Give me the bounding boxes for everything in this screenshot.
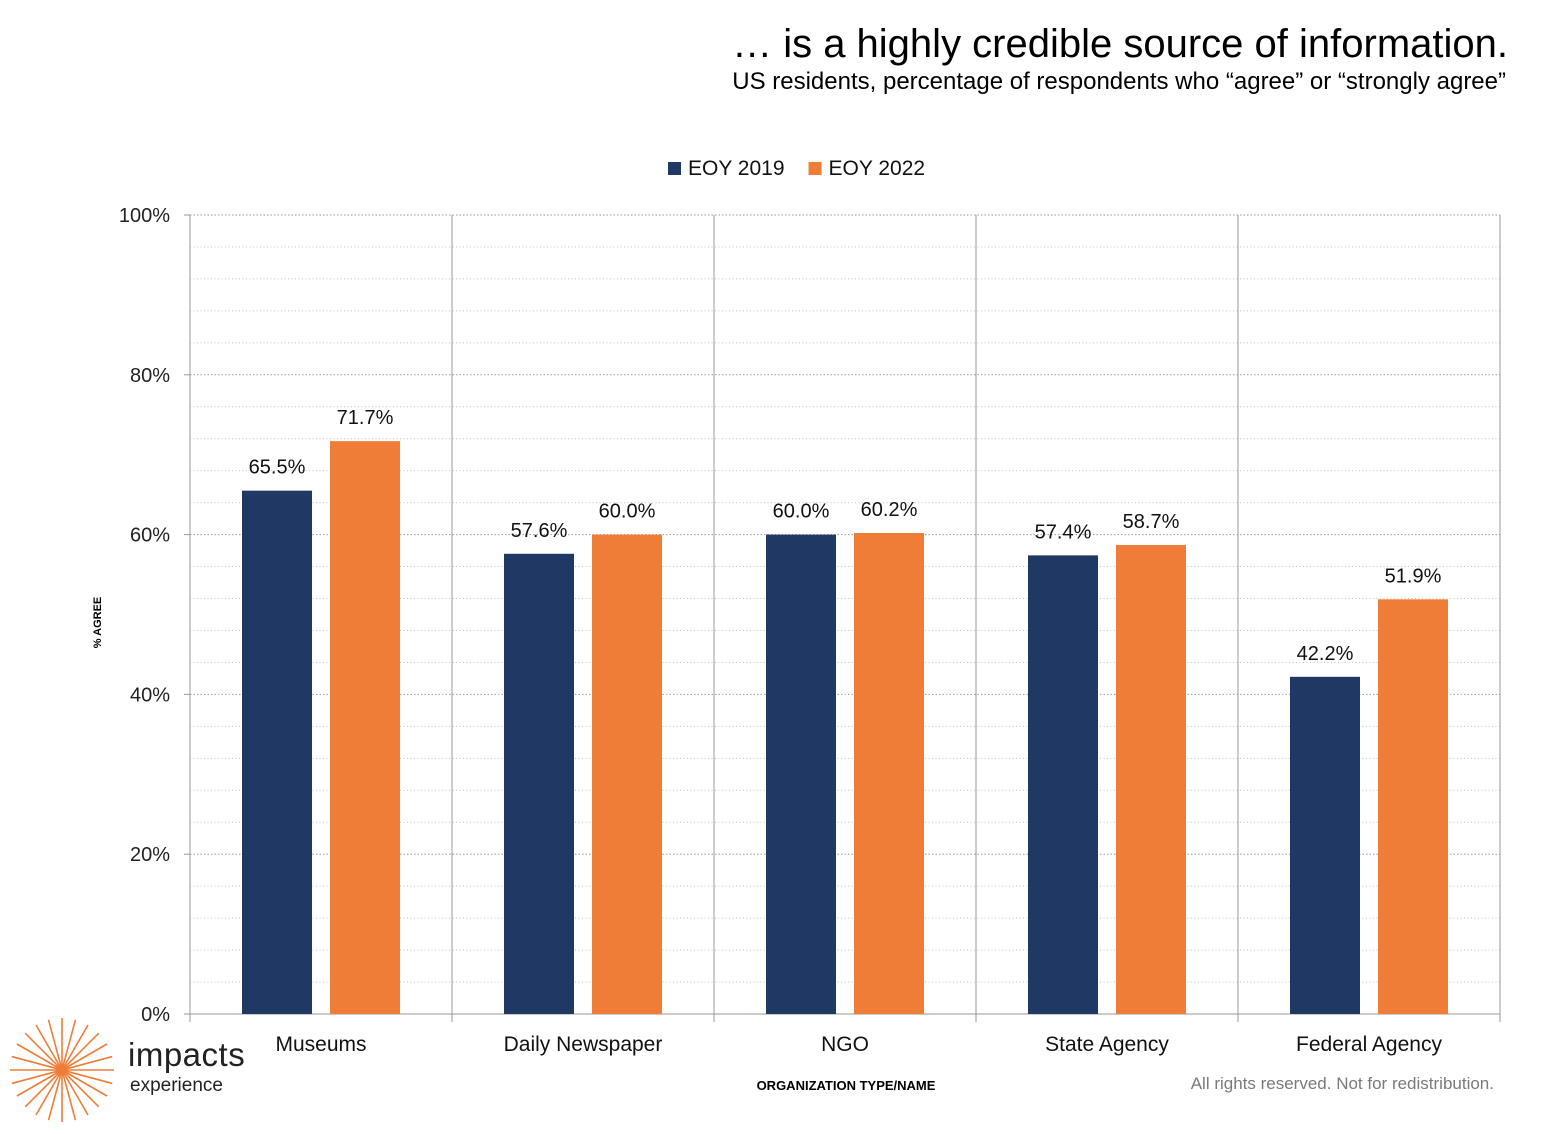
y-tick-label: 20% [130, 844, 170, 866]
legend-swatch [808, 162, 822, 175]
chart-subtitle: US residents, percentage of respondents … [732, 68, 1506, 95]
bar-eoy-2022 [854, 533, 924, 1014]
copyright-note: All rights reserved. Not for redistribut… [1190, 1074, 1494, 1093]
y-tick-label: 80% [130, 365, 170, 387]
x-tick-label: State Agency [1045, 1033, 1169, 1056]
y-axis-title: % AGREE [92, 597, 104, 649]
bar-eoy-2019 [766, 534, 836, 1014]
bar-eoy-2022 [330, 441, 400, 1014]
logo-wordmark: impacts [128, 1036, 246, 1073]
y-tick-label: 100% [119, 205, 170, 227]
data-label: 42.2% [1297, 643, 1354, 665]
data-label: 60.2% [861, 499, 918, 521]
legend-label: EOY 2022 [829, 157, 926, 180]
bar-eoy-2022 [1116, 544, 1186, 1014]
data-label: 60.0% [773, 501, 830, 523]
x-tick-label: Daily Newspaper [504, 1033, 663, 1056]
data-label: 60.0% [599, 501, 656, 523]
x-axis-title: ORGANIZATION TYPE/NAME [757, 1078, 936, 1093]
bar-eoy-2022 [592, 534, 662, 1014]
bar-eoy-2022 [1378, 599, 1448, 1014]
logo-subtitle: experience [130, 1075, 223, 1096]
legend-swatch [668, 162, 681, 175]
bar-eoy-2019 [1290, 676, 1360, 1014]
starburst-icon [10, 1018, 114, 1122]
data-label: 57.4% [1035, 521, 1092, 543]
y-tick-label: 0% [141, 1004, 170, 1026]
chart-title: … is a highly credible source of informa… [732, 22, 1508, 66]
y-tick-label: 40% [130, 684, 170, 706]
bar-eoy-2019 [242, 490, 312, 1014]
data-label: 51.9% [1385, 565, 1442, 587]
x-tick-label: Federal Agency [1296, 1033, 1442, 1056]
y-tick-label: 60% [130, 525, 170, 547]
bar-eoy-2019 [504, 553, 574, 1014]
bar-eoy-2019 [1028, 555, 1098, 1014]
data-label: 65.5% [249, 457, 306, 479]
data-label: 71.7% [337, 407, 394, 429]
legend-label: EOY 2019 [688, 157, 785, 180]
data-label: 57.6% [511, 520, 568, 542]
data-label: 58.7% [1123, 511, 1180, 533]
x-tick-label: NGO [821, 1033, 869, 1056]
x-tick-label: Museums [275, 1033, 366, 1056]
